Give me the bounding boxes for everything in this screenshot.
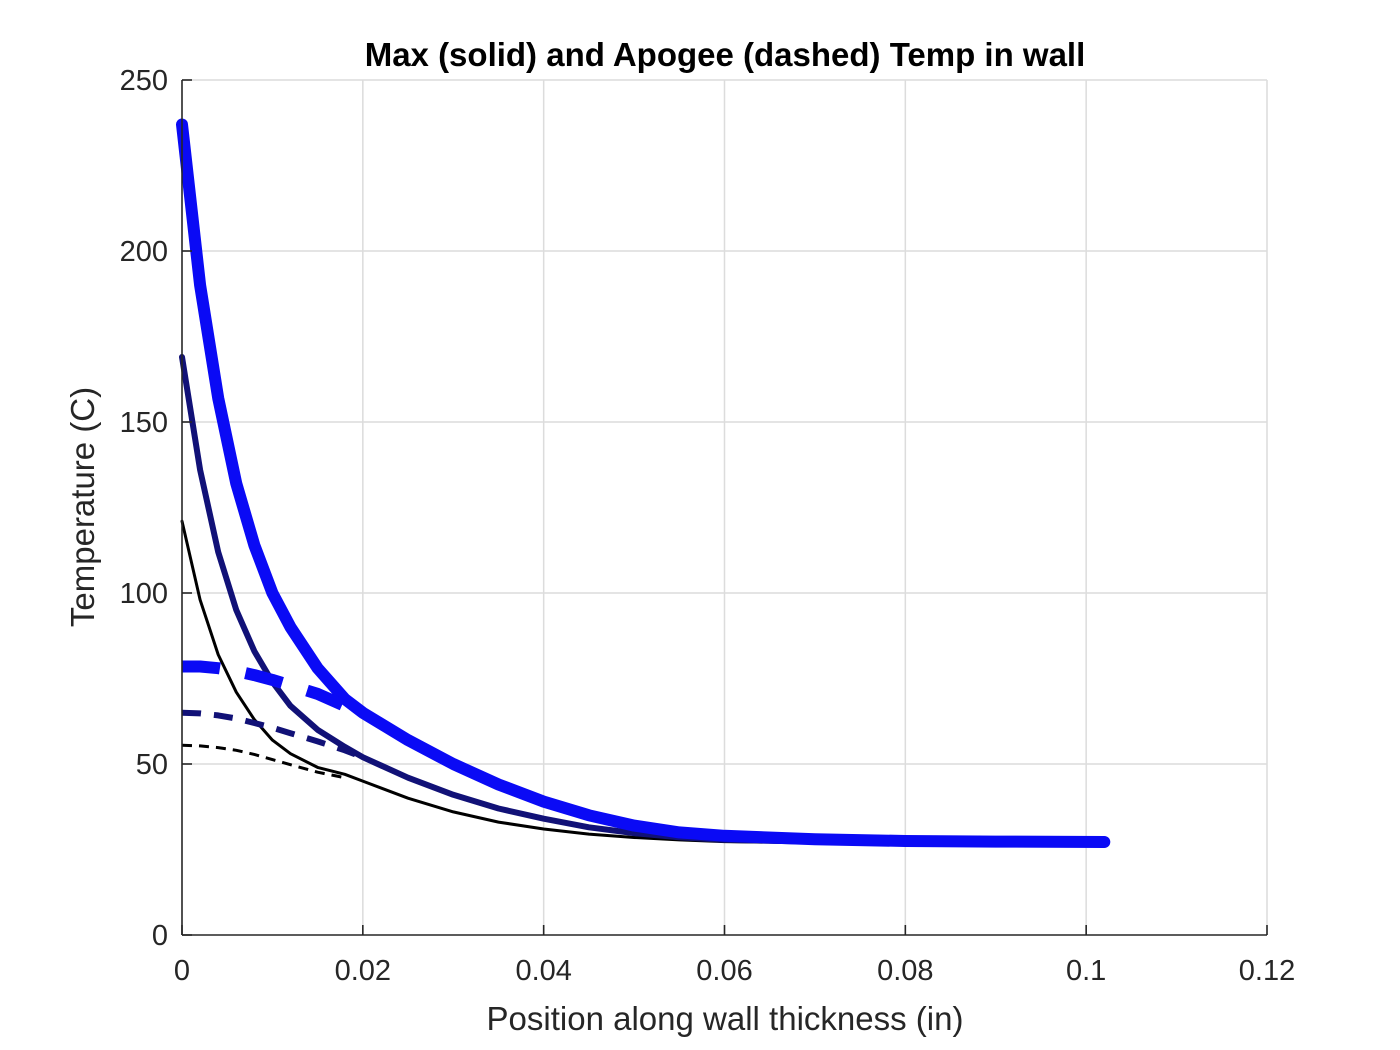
chart-title: Max (solid) and Apogee (dashed) Temp in … <box>365 36 1086 73</box>
x-tick-label: 0.04 <box>515 955 571 987</box>
tick-labels: 0 0.02 0.04 0.06 0.08 0.1 0.12 0 50 100 150 200 250 <box>120 65 1296 987</box>
x-tick-label: 0.1 <box>1066 955 1106 987</box>
y-tick-label: 50 <box>136 749 168 781</box>
y-tick-label: 200 <box>120 236 168 268</box>
series-line-3-solid <box>176 118 1111 848</box>
series-group <box>176 118 1111 848</box>
x-tick-label: 0 <box>174 955 190 987</box>
grid <box>182 79 1268 935</box>
x-tick-label: 0.06 <box>696 955 752 987</box>
x-tick-label: 0.12 <box>1239 955 1295 987</box>
series-line-6-dashed <box>182 660 366 720</box>
x-tick-label: 0.02 <box>335 955 391 987</box>
y-axis-label: Temperature (C) <box>64 387 101 627</box>
y-tick-label: 100 <box>120 578 168 610</box>
axes <box>181 79 1268 936</box>
y-tick-label: 250 <box>120 65 168 97</box>
y-tick-label: 150 <box>120 407 168 439</box>
y-tick-label: 0 <box>152 920 168 952</box>
x-axis-label: Position along wall thickness (in) <box>487 1000 964 1037</box>
series-line-4-dashed <box>181 743 346 780</box>
series-line-5-dashed <box>181 709 364 761</box>
x-tick-label: 0.08 <box>877 955 933 987</box>
